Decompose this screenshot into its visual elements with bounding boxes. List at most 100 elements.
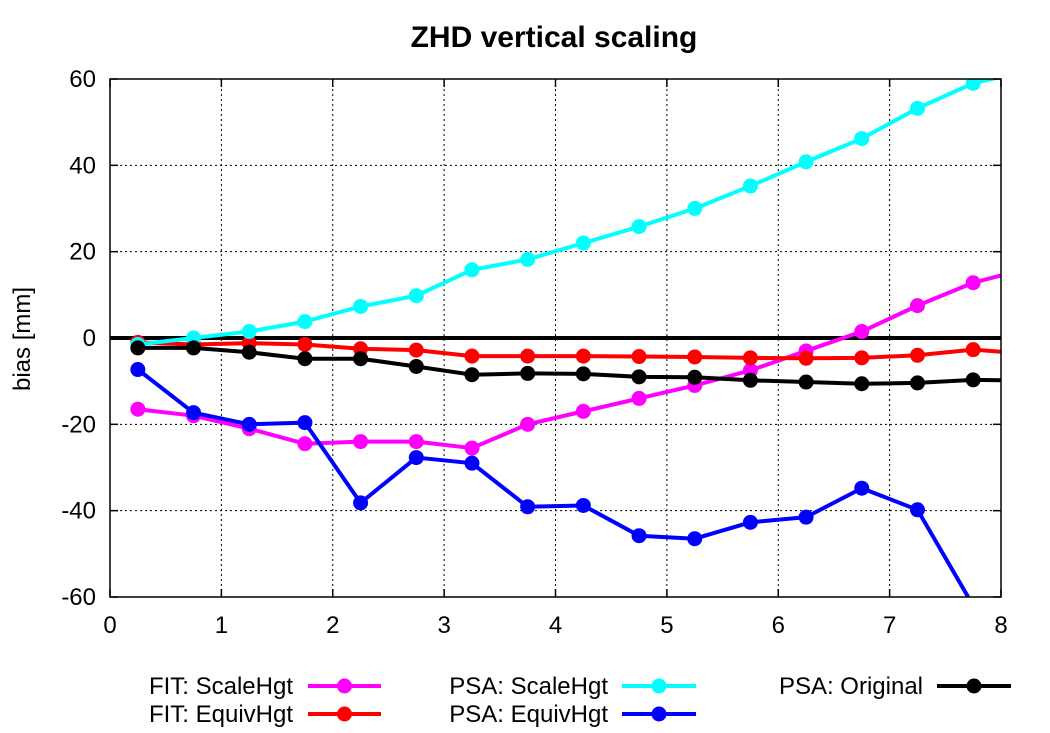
data-point	[965, 342, 981, 358]
legend-swatch-marker	[337, 678, 352, 694]
data-point	[241, 324, 257, 340]
data-point	[464, 440, 480, 456]
data-point	[520, 348, 536, 364]
data-point	[687, 369, 703, 385]
series-line	[136, 367, 971, 597]
data-point	[130, 340, 146, 356]
data-point	[575, 366, 591, 382]
data-point	[297, 351, 313, 367]
data-point	[241, 416, 257, 432]
data-point	[631, 219, 647, 235]
data-point	[520, 365, 536, 381]
data-point	[742, 350, 758, 366]
legend-entry: PSA: ScaleHgt	[449, 673, 696, 700]
data-point	[687, 201, 703, 216]
data-point	[687, 531, 703, 547]
data-point	[241, 344, 257, 360]
data-point	[464, 367, 480, 383]
data-point	[575, 348, 591, 364]
data-point	[520, 499, 536, 515]
series-psa-equivhgt	[130, 362, 981, 613]
legend-entry: FIT: ScaleHgt	[149, 673, 381, 700]
data-point	[965, 372, 981, 388]
data-point	[186, 405, 202, 421]
data-point	[464, 348, 480, 364]
data-point	[854, 376, 870, 392]
data-point	[353, 351, 369, 367]
data-point	[520, 251, 536, 267]
data-point	[965, 275, 981, 291]
data-point	[297, 415, 313, 431]
y-tick-label: -60	[61, 584, 96, 611]
x-tick-label: 3	[437, 612, 450, 639]
legend-swatch-marker	[651, 706, 667, 722]
legend-label: FIT: ScaleHgt	[149, 673, 293, 700]
data-point	[742, 372, 758, 388]
data-point	[186, 340, 202, 356]
data-point	[130, 362, 146, 378]
series-psa-scalehgt	[130, 79, 1001, 352]
data-point	[575, 497, 591, 513]
legend-entry: PSA: EquivHgt	[449, 701, 696, 728]
data-point	[408, 450, 424, 466]
data-point	[464, 262, 480, 278]
data-point	[297, 436, 313, 452]
data-point	[798, 374, 814, 390]
data-point	[966, 598, 981, 613]
y-axis-label: bias [mm]	[9, 287, 36, 391]
y-tick-label: -40	[61, 498, 96, 525]
tick-labels: 0 1 2 3 4 5 6 7 8 -60 -40 -20 0 20 40 60	[61, 66, 1007, 639]
series-psa-original	[130, 340, 1001, 392]
data-point	[854, 324, 870, 340]
data-point	[353, 298, 369, 314]
data-point	[854, 350, 870, 366]
series-line	[137, 79, 1001, 347]
legend-label: PSA: EquivHgt	[449, 701, 608, 728]
x-tick-label: 1	[215, 612, 228, 639]
data-point	[909, 375, 925, 391]
data-point	[909, 298, 925, 314]
x-tick-label: 7	[883, 612, 896, 639]
data-point	[408, 342, 424, 358]
legend-entry: PSA: Original	[779, 673, 1011, 700]
y-tick-label: 20	[69, 239, 96, 266]
data-point	[575, 403, 591, 419]
data-point	[464, 455, 480, 471]
series-fit-scalehgt	[130, 273, 1001, 456]
x-tick-label: 4	[549, 612, 562, 639]
data-point	[909, 347, 925, 363]
legend-swatch-marker	[651, 678, 667, 694]
y-tick-label: -20	[61, 411, 96, 438]
data-point	[631, 528, 647, 544]
data-point	[631, 369, 647, 385]
data-point	[798, 154, 814, 170]
data-point	[798, 350, 814, 366]
data-point	[297, 314, 313, 330]
data-point	[742, 514, 758, 530]
y-tick-label: 60	[69, 66, 96, 93]
data-point	[297, 336, 313, 352]
series-group	[130, 79, 1001, 613]
legend-label: PSA: Original	[779, 673, 923, 700]
data-point	[408, 434, 424, 450]
data-point	[854, 131, 870, 147]
legend-label: PSA: ScaleHgt	[449, 673, 608, 700]
data-point	[408, 358, 424, 374]
chart-title: ZHD vertical scaling	[411, 21, 698, 54]
data-point	[909, 502, 925, 518]
data-point	[631, 390, 647, 406]
data-point	[909, 100, 925, 116]
x-tick-label: 2	[326, 612, 339, 639]
y-tick-label: 0	[83, 325, 96, 352]
data-point	[130, 401, 146, 417]
legend-swatch-marker	[337, 706, 352, 722]
data-point	[408, 288, 424, 304]
x-tick-label: 6	[772, 612, 785, 639]
data-point	[798, 509, 814, 525]
series-fit-equivhgt	[130, 334, 1001, 366]
data-point	[631, 349, 647, 365]
legend-label: FIT: EquivHgt	[149, 701, 293, 728]
x-tick-label: 5	[660, 612, 673, 639]
series-line	[137, 345, 1001, 386]
